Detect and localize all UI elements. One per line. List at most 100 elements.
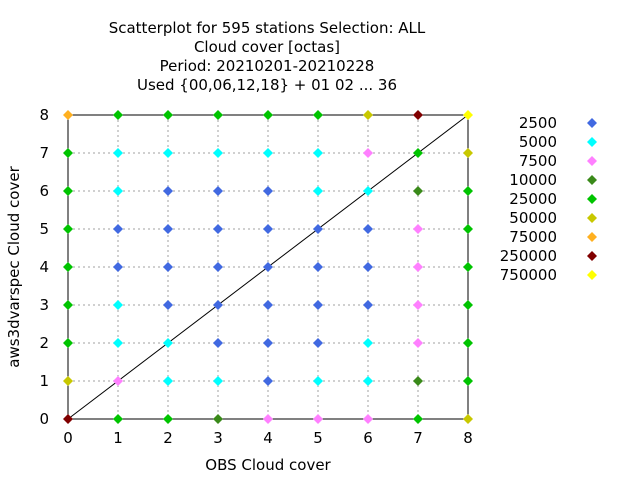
data-points — [63, 110, 473, 424]
data-point — [213, 224, 223, 234]
x-tick-label: 7 — [413, 429, 423, 447]
x-tick-label: 8 — [463, 429, 473, 447]
title-line-4: Used {00,06,12,18} + 01 02 ... 36 — [137, 76, 397, 94]
data-point — [313, 414, 323, 424]
chart-title: Scatterplot for 595 stations Selection: … — [109, 19, 426, 94]
legend: 2500500075001000025000500007500025000075… — [500, 114, 597, 284]
data-point — [163, 414, 173, 424]
x-tick-label: 3 — [213, 429, 223, 447]
data-point — [113, 148, 123, 158]
data-point — [363, 110, 373, 120]
data-point — [463, 376, 473, 386]
data-point — [463, 414, 473, 424]
legend-label: 250000 — [500, 247, 557, 265]
legend-label: 10000 — [509, 171, 557, 189]
data-point — [313, 148, 323, 158]
data-point — [163, 148, 173, 158]
data-point — [113, 414, 123, 424]
data-point — [363, 186, 373, 196]
y-axis-label: aws3dvarspec Cloud cover — [5, 165, 23, 367]
data-point — [313, 300, 323, 310]
y-tick-label: 7 — [39, 144, 49, 162]
x-tick-label: 5 — [313, 429, 323, 447]
data-point — [363, 262, 373, 272]
legend-label: 750000 — [500, 266, 557, 284]
data-point — [163, 262, 173, 272]
data-point — [163, 338, 173, 348]
title-line-1: Scatterplot for 595 stations Selection: … — [109, 19, 426, 37]
data-point — [113, 262, 123, 272]
legend-label: 2500 — [519, 114, 557, 132]
y-tick-label: 1 — [39, 372, 49, 390]
data-point — [313, 224, 323, 234]
x-axis-ticks: 0 1 2 3 4 5 6 7 8 — [63, 429, 473, 447]
data-point — [463, 224, 473, 234]
title-line-2: Cloud cover [octas] — [194, 38, 340, 56]
data-point — [113, 338, 123, 348]
data-point — [163, 300, 173, 310]
data-point — [213, 338, 223, 348]
x-tick-label: 1 — [113, 429, 123, 447]
data-point — [213, 376, 223, 386]
data-point — [263, 262, 273, 272]
legend-marker — [587, 213, 597, 223]
y-tick-label: 4 — [39, 258, 49, 276]
data-point — [63, 186, 73, 196]
legend-label: 75000 — [509, 228, 557, 246]
legend-marker — [587, 251, 597, 261]
legend-label: 7500 — [519, 152, 557, 170]
data-point — [413, 262, 423, 272]
data-point — [413, 376, 423, 386]
data-point — [363, 414, 373, 424]
x-tick-label: 0 — [63, 429, 73, 447]
y-tick-label: 8 — [39, 106, 49, 124]
data-point — [463, 338, 473, 348]
data-point — [63, 376, 73, 386]
data-point — [113, 300, 123, 310]
x-tick-label: 6 — [363, 429, 373, 447]
data-point — [163, 224, 173, 234]
data-point — [213, 262, 223, 272]
data-point — [63, 224, 73, 234]
legend-marker — [587, 194, 597, 204]
data-point — [313, 110, 323, 120]
data-point — [163, 186, 173, 196]
data-point — [363, 338, 373, 348]
data-point — [313, 262, 323, 272]
data-point — [213, 414, 223, 424]
data-point — [413, 186, 423, 196]
data-point — [213, 148, 223, 158]
data-point — [263, 376, 273, 386]
x-tick-label: 2 — [163, 429, 173, 447]
y-tick-label: 0 — [39, 410, 49, 428]
data-point — [113, 224, 123, 234]
data-point — [463, 148, 473, 158]
data-point — [463, 262, 473, 272]
data-point — [213, 300, 223, 310]
y-tick-label: 3 — [39, 296, 49, 314]
data-point — [413, 148, 423, 158]
data-point — [263, 414, 273, 424]
legend-label: 5000 — [519, 133, 557, 151]
data-point — [113, 110, 123, 120]
data-point — [313, 338, 323, 348]
data-point — [263, 338, 273, 348]
y-tick-label: 6 — [39, 182, 49, 200]
data-point — [313, 186, 323, 196]
data-point — [463, 186, 473, 196]
data-point — [213, 186, 223, 196]
data-point — [63, 338, 73, 348]
data-point — [413, 300, 423, 310]
data-point — [413, 224, 423, 234]
data-point — [413, 414, 423, 424]
y-tick-label: 2 — [39, 334, 49, 352]
y-tick-label: 5 — [39, 220, 49, 238]
data-point — [313, 376, 323, 386]
data-point — [63, 262, 73, 272]
title-line-3: Period: 20210201-20210228 — [160, 57, 375, 75]
data-point — [63, 110, 73, 120]
data-point — [413, 110, 423, 120]
data-point — [163, 376, 173, 386]
data-point — [63, 414, 73, 424]
